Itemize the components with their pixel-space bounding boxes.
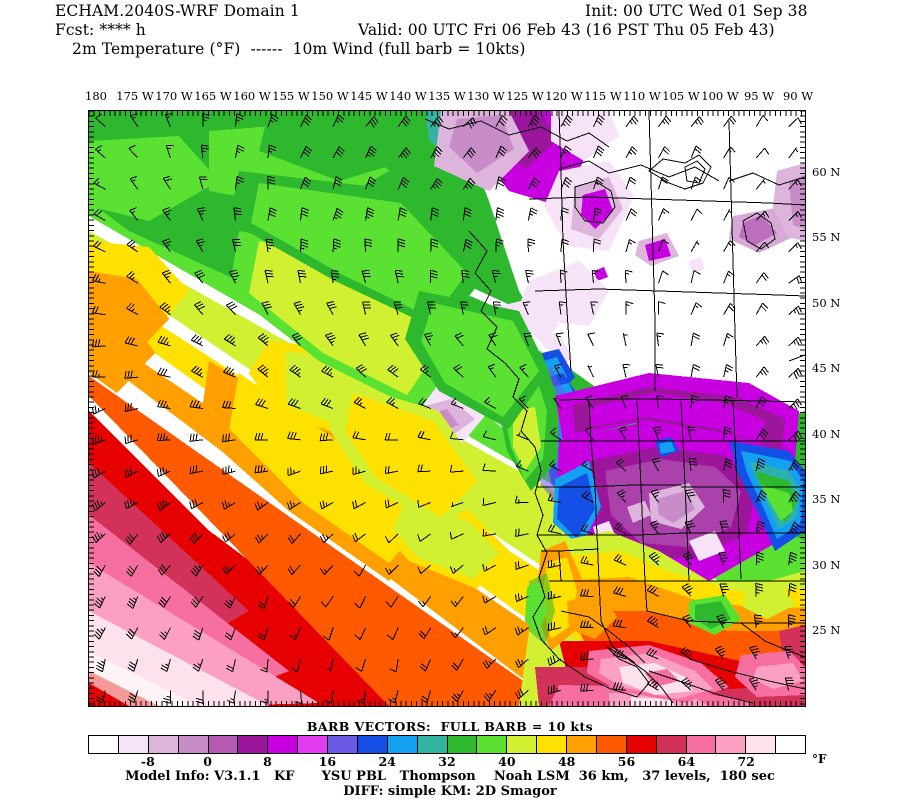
colorbar-cell (596, 736, 627, 753)
colorbar-cell (776, 736, 805, 753)
valid-time-label: Valid: 00 UTC Fri 06 Feb 43 (16 PST Thu … (358, 21, 775, 39)
colorbar-cell (626, 736, 657, 753)
lat-tick-label: 50 N (812, 295, 841, 310)
lon-tick-label: 165 W (194, 89, 232, 103)
latitude-axis: 60 N 55 N 50 N 45 N 40 N 35 N 30 N 25 N (812, 110, 896, 708)
lon-tick-label: 150 W (311, 89, 349, 103)
lon-tick-label: 120 W (545, 89, 583, 103)
colorbar-tick-label: 48 (557, 754, 576, 769)
colorbar-tick-label: -8 (140, 754, 155, 769)
colorbar-cell (118, 736, 149, 753)
colorbar-cell (656, 736, 687, 753)
colorbar-cell (357, 736, 388, 753)
colorbar-cell (537, 736, 567, 753)
colorbar-tick-label: 24 (378, 754, 396, 769)
colorbar-cell (477, 736, 508, 753)
footer-block: Model Info: V3.1.1 KF YSU PBL Thompson N… (0, 769, 900, 799)
colorbar-cell (387, 736, 418, 753)
colorbar-tick-label: 64 (677, 754, 696, 769)
lon-tick-label: 155 W (272, 89, 310, 103)
barb-legend-label: BARB VECTORS: FULL BARB = 10 kts (306, 719, 594, 734)
map-plot-panel[interactable] (88, 110, 806, 707)
lat-tick-label: 55 N (812, 230, 841, 245)
colorbar-unit-label: °F (812, 752, 827, 766)
lon-tick-label: 90 W (782, 89, 814, 103)
colorbar-cell (148, 736, 179, 753)
temperature-wind-map (89, 111, 805, 706)
lon-tick-label: 145 W (350, 89, 388, 103)
colorbar-cell (298, 736, 328, 753)
colorbar-cell (208, 736, 239, 753)
lon-tick-label: 100 W (701, 89, 739, 103)
colorbar-cell (178, 736, 209, 753)
colorbar (88, 735, 806, 754)
lon-tick-label: 125 W (506, 89, 544, 103)
lon-tick-label: 115 W (584, 89, 622, 103)
colorbar-cell (238, 736, 269, 753)
frame-ticks (89, 111, 805, 706)
colorbar-tick-label: 72 (737, 754, 755, 769)
colorbar-cell (567, 736, 597, 753)
forecast-hour-label: Fcst: **** h (55, 21, 146, 39)
colorbar-cell (328, 736, 358, 753)
lon-tick-label: 130 W (467, 89, 505, 103)
lon-tick-label: 180 (85, 89, 107, 103)
colorbar-cell (268, 736, 299, 753)
diffusion-info-label: DIFF: simple KM: 2D Smagor (343, 784, 557, 799)
lat-tick-label: 35 N (812, 492, 841, 507)
colorbar-tick-label: 56 (617, 754, 636, 769)
field-description-label: 2m Temperature (°F) ------ 10m Wind (ful… (72, 40, 526, 58)
colorbar-tick-label: 16 (318, 754, 337, 769)
colorbar-tick-labels: -8 0 8 16 24 32 40 48 56 64 72 (88, 754, 806, 770)
colorbar-cell (417, 736, 448, 753)
lon-tick-label: 175 W (116, 89, 154, 103)
colorbar-cell (447, 736, 478, 753)
colorbar-tick-label: 40 (498, 754, 516, 769)
colorbar-tick-label: 32 (438, 754, 456, 769)
init-time-label: Init: 00 UTC Wed 01 Sep 38 (585, 2, 808, 20)
lon-tick-label: 170 W (155, 89, 193, 103)
lat-tick-label: 60 N (812, 165, 841, 179)
lon-tick-label: 105 W (662, 89, 700, 103)
header-block: ECHAM.2040S-WRF Domain 1 Init: 00 UTC We… (0, 0, 900, 62)
lon-tick-label: 95 W (743, 89, 775, 103)
lon-tick-label: 140 W (389, 89, 427, 103)
lat-tick-label: 40 N (812, 426, 841, 441)
longitude-axis: 180 175 W 170 W 165 W 160 W 155 W 150 W 145 W 14… (85, 89, 813, 107)
lat-tick-label: 30 N (812, 557, 841, 572)
lat-tick-label: 45 N (812, 361, 841, 376)
colorbar-tick-label: 8 (263, 754, 272, 769)
colorbar-cell (716, 736, 747, 753)
colorbar-cell (507, 736, 538, 753)
lon-tick-label: 160 W (233, 89, 271, 103)
model-title: ECHAM.2040S-WRF Domain 1 (55, 2, 300, 20)
lon-tick-label: 135 W (428, 89, 466, 103)
colorbar-cells (88, 735, 806, 754)
colorbar-cell (686, 736, 717, 753)
colorbar-cell (746, 736, 777, 753)
colorbar-tick-label: 0 (203, 754, 213, 769)
colorbar-cell (89, 736, 119, 753)
model-info-label: Model Info: V3.1.1 KF YSU PBL Thompson N… (125, 769, 775, 784)
wind-barb-layer (91, 113, 803, 704)
lon-tick-label: 110 W (623, 89, 661, 103)
lat-tick-label: 25 N (812, 623, 841, 637)
